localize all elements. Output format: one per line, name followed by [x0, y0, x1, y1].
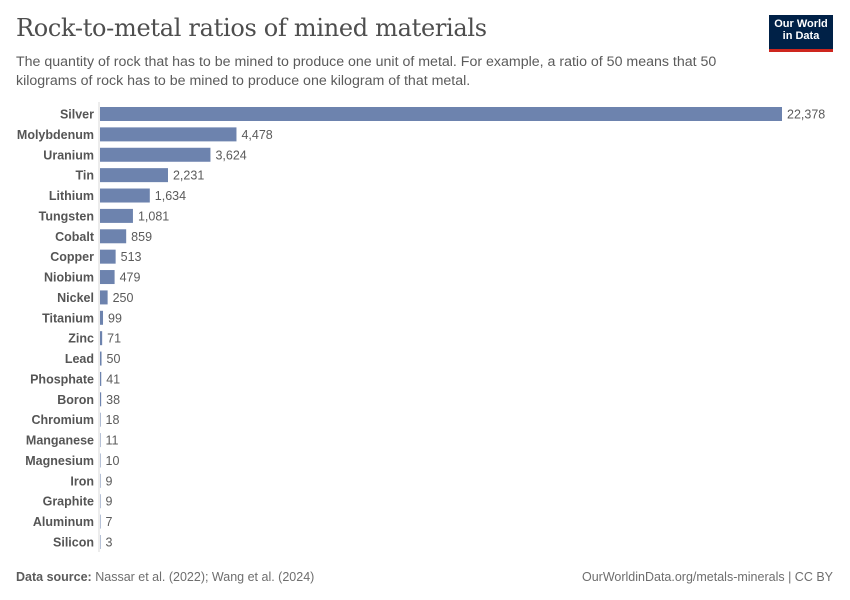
bar-silicon[interactable] [100, 534, 101, 549]
category-label: Chromium [32, 413, 95, 427]
category-label: Molybdenum [17, 128, 94, 142]
bar-aluminum[interactable] [100, 514, 101, 529]
category-label: Copper [50, 250, 94, 264]
bar-tungsten[interactable] [100, 208, 133, 223]
data-source: Data source: Nassar et al. (2022); Wang … [16, 570, 314, 584]
bar-boron[interactable] [100, 392, 102, 407]
category-label: Aluminum [33, 515, 94, 529]
value-label: 1,081 [138, 209, 169, 223]
category-label: Graphite [43, 495, 94, 509]
value-label: 99 [108, 311, 122, 325]
bar-lithium[interactable] [100, 188, 150, 203]
bar-tin[interactable] [100, 168, 168, 183]
value-label: 7 [106, 515, 113, 529]
bar-cobalt[interactable] [100, 229, 127, 244]
value-label: 10 [106, 454, 120, 468]
category-label: Nickel [57, 291, 94, 305]
category-label: Cobalt [55, 230, 95, 244]
bar-molybdenum[interactable] [100, 127, 237, 142]
bar-chromium[interactable] [100, 412, 101, 427]
category-label: Uranium [43, 148, 94, 162]
category-label: Lead [65, 352, 94, 366]
bar-zinc[interactable] [100, 331, 103, 346]
bar-silver[interactable] [100, 107, 782, 121]
category-label: Iron [70, 474, 94, 488]
category-label: Phosphate [30, 372, 94, 386]
value-label: 9 [106, 474, 113, 488]
value-label: 3,624 [215, 148, 246, 162]
bar-lead[interactable] [100, 351, 102, 366]
footer-link[interactable]: OurWorldinData.org/metals-minerals | CC … [581, 570, 833, 584]
bar-copper[interactable] [100, 249, 116, 264]
category-label: Silver [60, 108, 94, 122]
value-label: 250 [113, 291, 134, 305]
value-label: 71 [107, 332, 121, 346]
bar-iron[interactable] [100, 473, 101, 488]
bar-uranium[interactable] [100, 147, 211, 162]
value-label: 479 [120, 271, 141, 285]
category-label: Lithium [49, 189, 94, 203]
value-label: 38 [106, 393, 120, 407]
chart-subtitle: The quantity of rock that has to be mine… [16, 54, 717, 89]
chart-title: Rock-to-metal ratios of mined materials [16, 14, 487, 42]
bar-niobium[interactable] [100, 270, 115, 285]
category-label: Tungsten [39, 209, 94, 223]
category-label: Tin [75, 169, 94, 183]
value-label: 4,478 [241, 128, 272, 142]
value-label: 3 [106, 535, 113, 549]
value-label: 18 [106, 413, 120, 427]
bar-graphite[interactable] [100, 494, 101, 509]
category-label: Manganese [26, 434, 94, 448]
category-label: Boron [57, 393, 94, 407]
category-label: Zinc [68, 332, 94, 346]
bar-nickel[interactable] [100, 290, 108, 305]
category-label: Magnesium [25, 454, 94, 468]
value-label: 9 [106, 495, 113, 509]
source-text: Nassar et al. (2022); Wang et al. (2024) [95, 570, 315, 584]
bar-manganese[interactable] [100, 433, 101, 448]
value-label: 859 [131, 230, 152, 244]
bar-magnesium[interactable] [100, 453, 101, 468]
bar-titanium[interactable] [100, 310, 104, 325]
category-label: Silicon [53, 535, 94, 549]
value-label: 41 [106, 372, 120, 386]
category-label: Niobium [44, 271, 94, 285]
source-label: Data source: [16, 570, 92, 584]
value-label: 513 [121, 250, 142, 264]
value-label: 22,378 [787, 108, 825, 122]
owid-logo[interactable]: Our World in Data [769, 15, 833, 52]
value-label: 2,231 [173, 169, 204, 183]
value-label: 11 [106, 434, 119, 448]
category-label: Titanium [42, 311, 94, 325]
bar-phosphate[interactable] [100, 371, 102, 386]
value-label: 50 [107, 352, 121, 366]
value-label: 1,634 [155, 189, 186, 203]
